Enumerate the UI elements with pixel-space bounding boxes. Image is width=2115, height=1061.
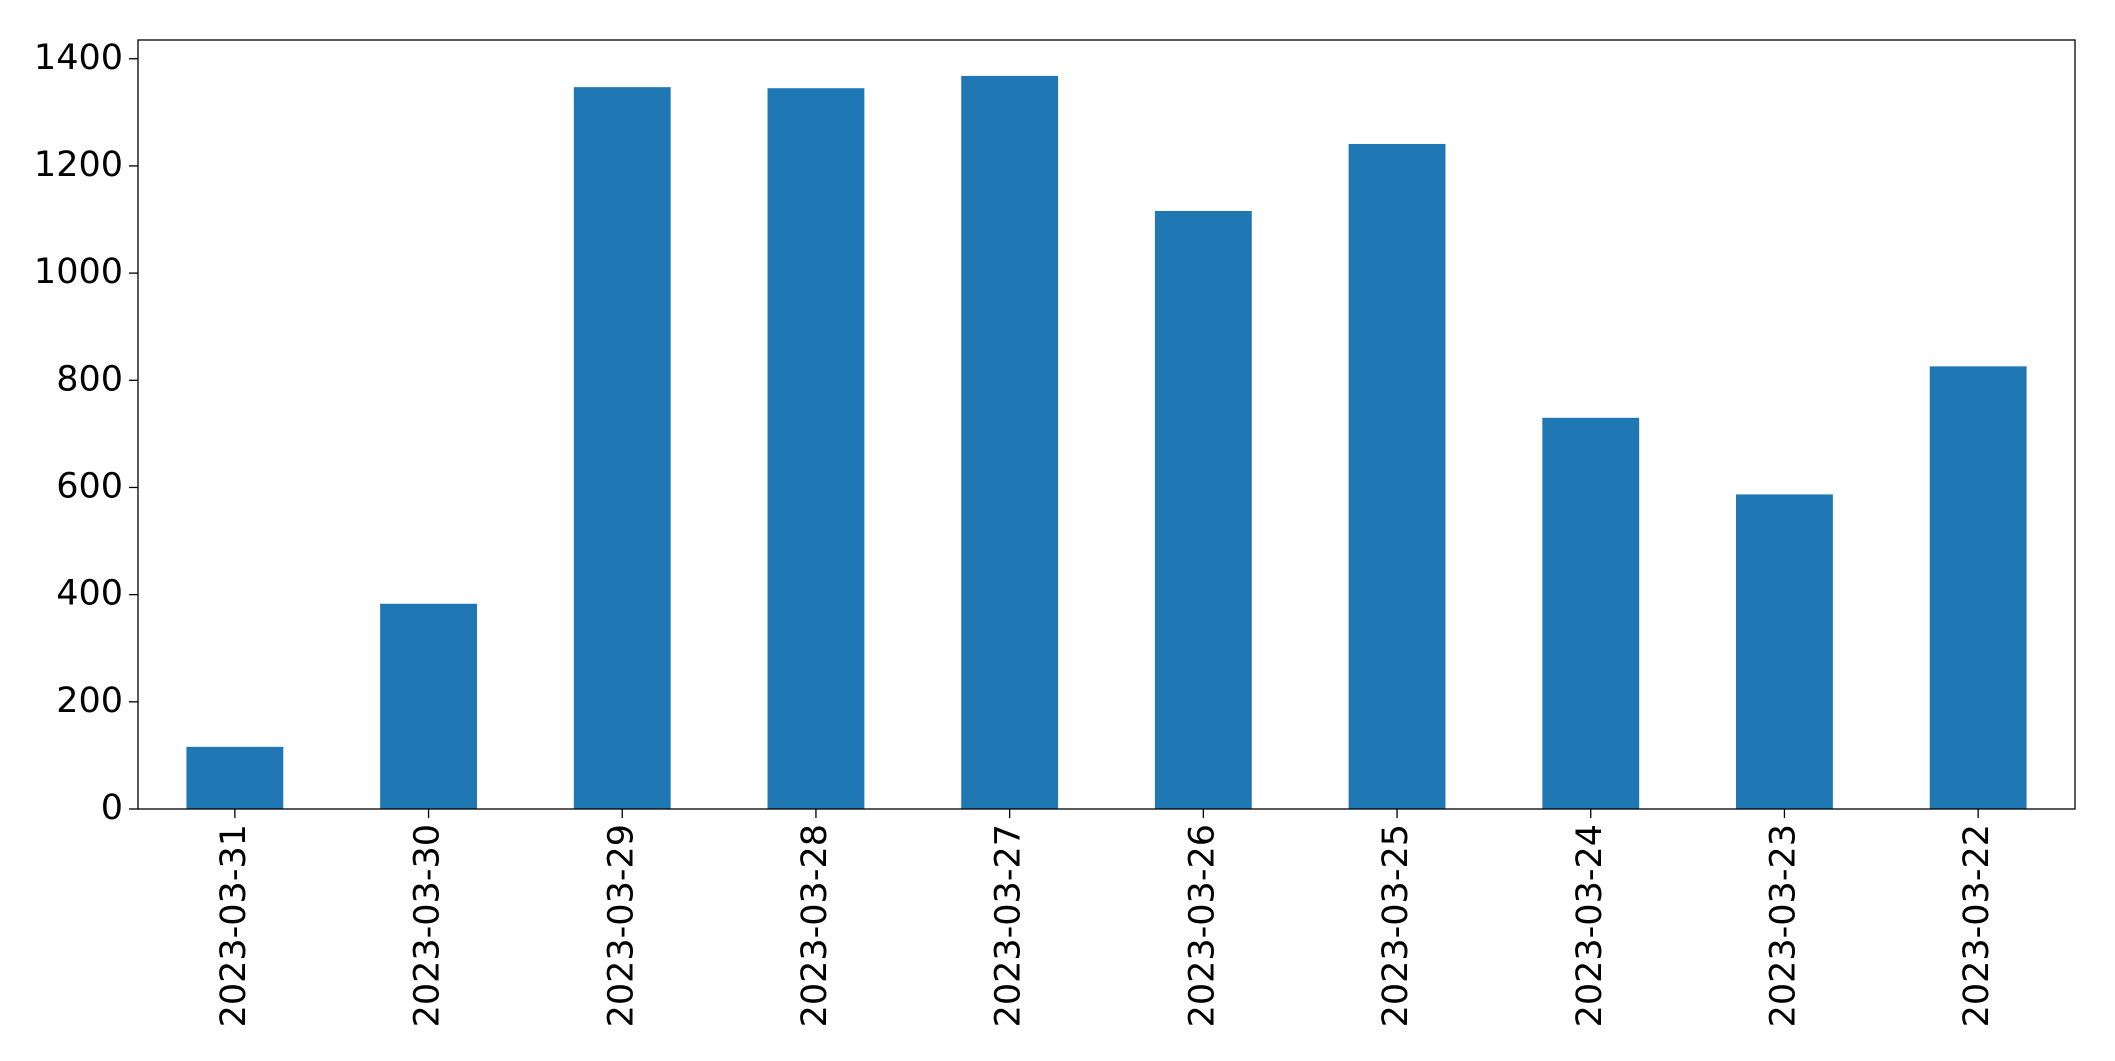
bar bbox=[961, 75, 1059, 809]
bar bbox=[186, 746, 284, 809]
y-tick-label: 200 bbox=[56, 681, 123, 721]
bar bbox=[1542, 417, 1640, 809]
bar bbox=[1929, 366, 2027, 809]
y-tick-label: 0 bbox=[101, 788, 123, 828]
x-tick-label: 2023-03-28 bbox=[795, 824, 835, 1027]
y-tick-label: 400 bbox=[56, 574, 123, 614]
x-tick-label: 2023-03-31 bbox=[214, 824, 254, 1027]
bar bbox=[380, 603, 477, 809]
plot-frame bbox=[137, 39, 2076, 810]
y-tick-label: 1400 bbox=[34, 38, 123, 78]
x-tick-label: 2023-03-22 bbox=[1957, 824, 1997, 1027]
bar bbox=[573, 87, 671, 809]
x-tick-label: 2023-03-26 bbox=[1182, 824, 1222, 1027]
y-tick-label: 1200 bbox=[34, 145, 123, 185]
x-tick-label: 2023-03-29 bbox=[601, 824, 641, 1027]
y-tick-label: 800 bbox=[56, 359, 123, 399]
bar bbox=[1736, 494, 1833, 809]
x-tick-label: 2023-03-23 bbox=[1763, 824, 1803, 1027]
x-tick-label: 2023-03-25 bbox=[1376, 824, 1416, 1027]
bar bbox=[1348, 143, 1446, 809]
y-tick-label: 1000 bbox=[34, 252, 123, 292]
x-tick-label: 2023-03-30 bbox=[408, 824, 448, 1027]
x-tick-label: 2023-03-27 bbox=[989, 824, 1029, 1027]
bar bbox=[767, 88, 865, 809]
bar bbox=[1154, 210, 1252, 809]
x-tick-label: 2023-03-24 bbox=[1570, 824, 1610, 1027]
y-tick-label: 600 bbox=[56, 466, 123, 506]
